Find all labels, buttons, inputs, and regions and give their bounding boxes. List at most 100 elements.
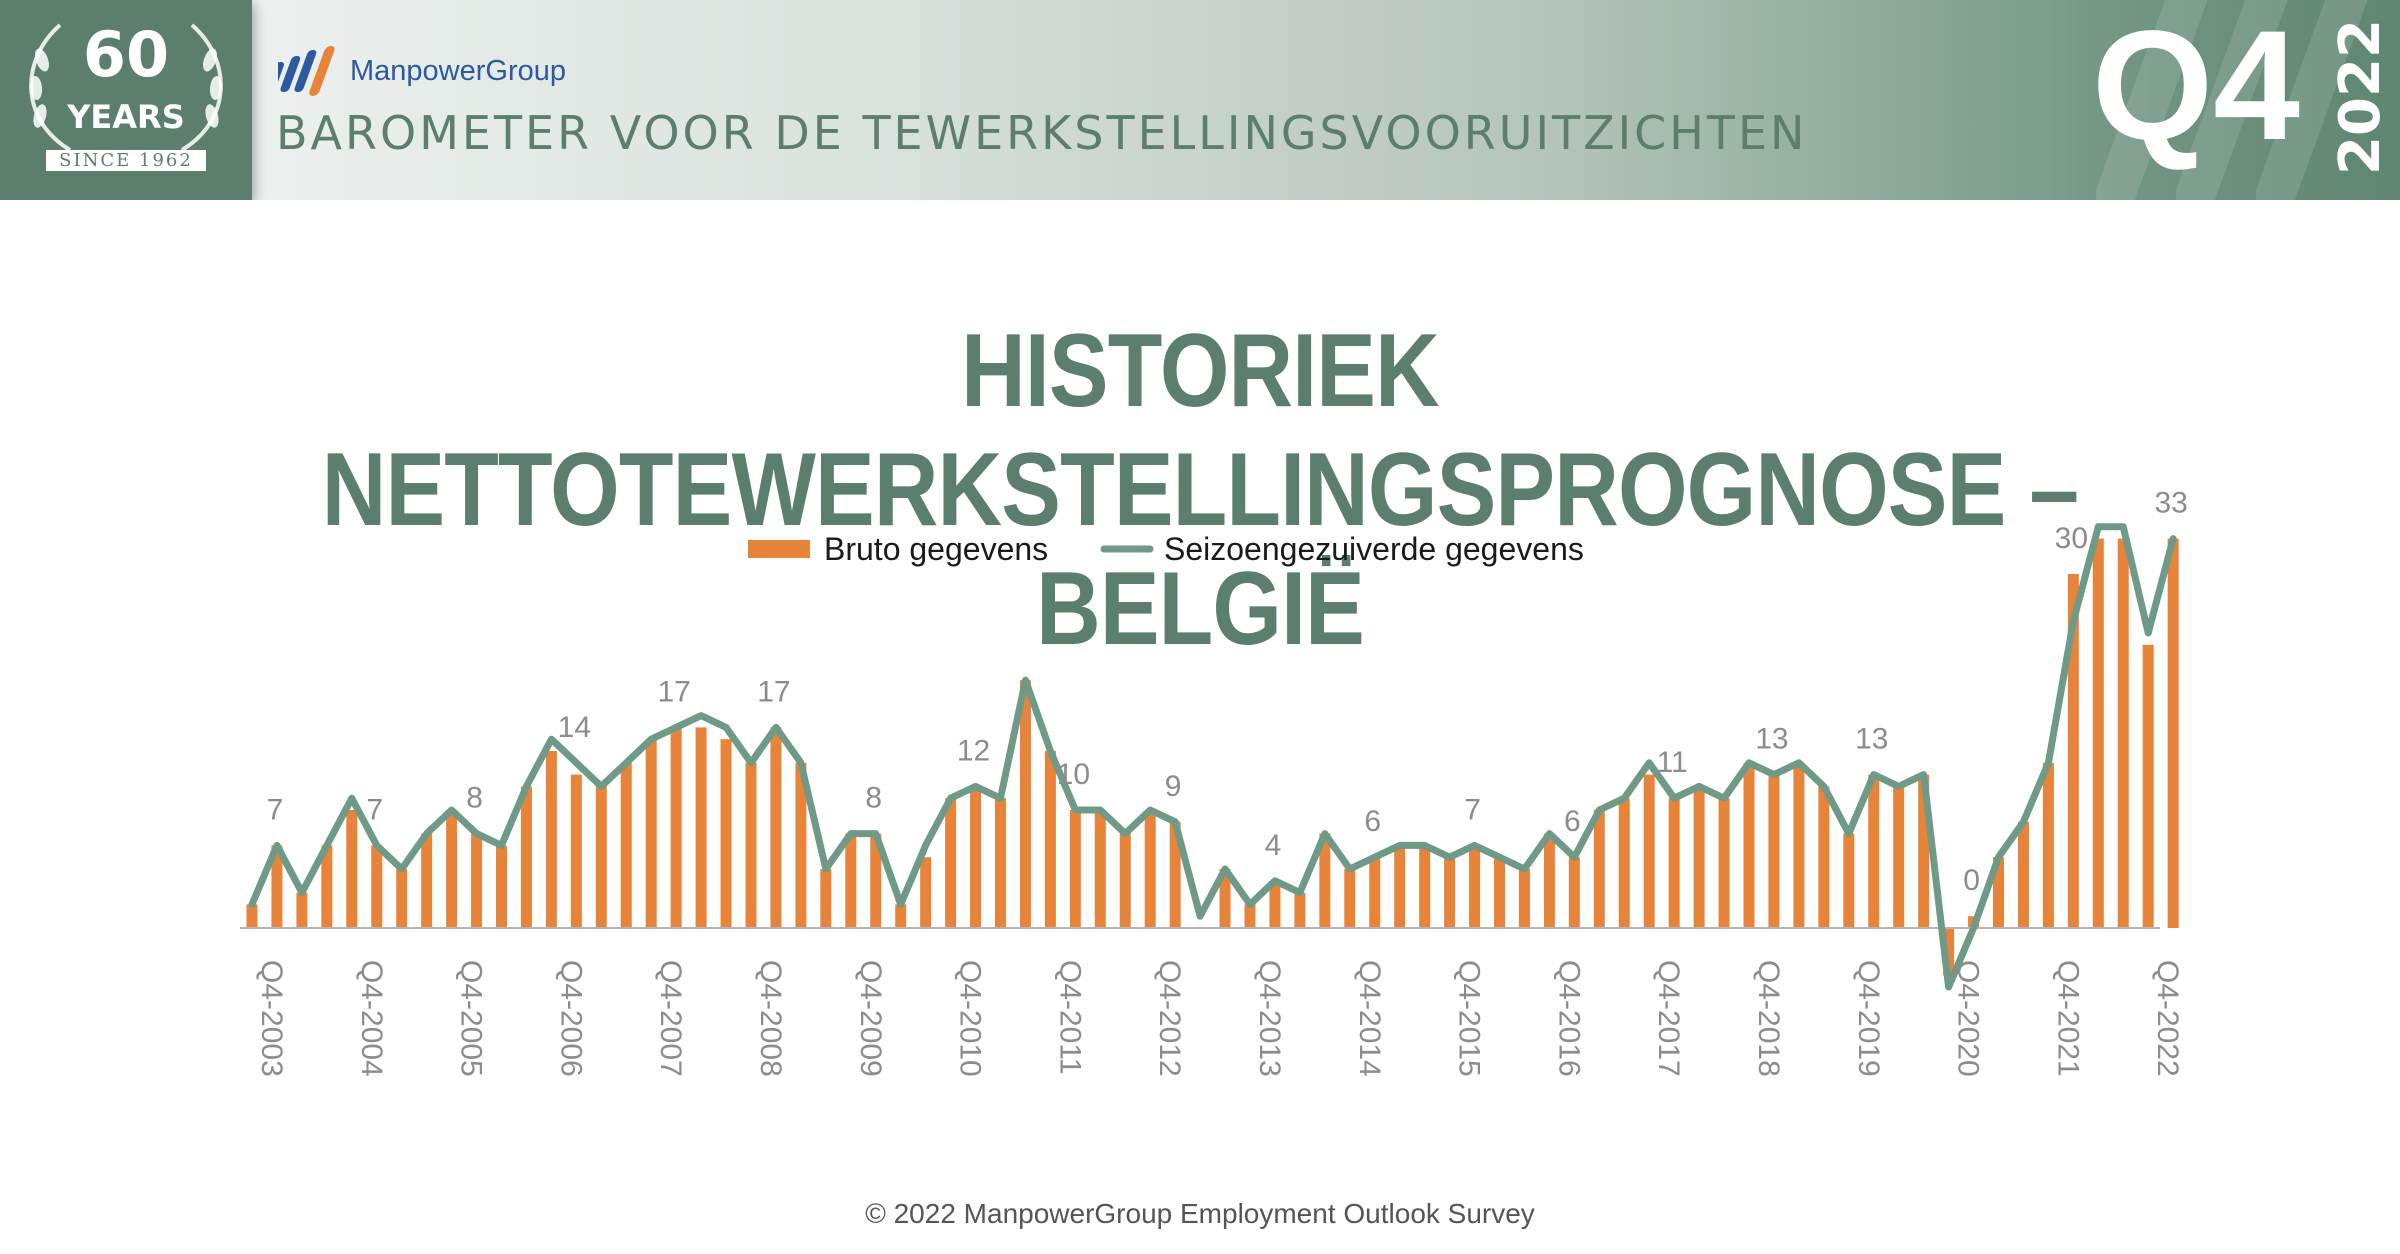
x-tick-label: Q4-2009 bbox=[854, 960, 887, 1077]
x-tick-label: Q4-2014 bbox=[1353, 960, 1386, 1077]
employment-outlook-chart: Bruto gegevens Seizoengezuiverde gegeven… bbox=[240, 487, 2188, 1077]
bar-raw bbox=[1743, 762, 1755, 928]
bar-raw bbox=[2067, 574, 2079, 928]
data-label: 4 bbox=[1265, 829, 1282, 862]
bar-raw bbox=[520, 786, 532, 928]
bar-raw bbox=[995, 798, 1006, 928]
x-tick-label: Q4-2012 bbox=[1153, 960, 1186, 1077]
bar-raw bbox=[1868, 774, 1880, 928]
badge-number: 60 bbox=[82, 18, 170, 91]
bar-raw bbox=[1019, 680, 1031, 928]
x-tick-label: Q4-2007 bbox=[654, 960, 687, 1077]
quarter-label: Q4 bbox=[2091, 0, 2300, 173]
x-tick-label: Q4-2003 bbox=[255, 960, 288, 1077]
bar-raw bbox=[670, 727, 682, 928]
x-tick-label: Q4-2008 bbox=[754, 960, 787, 1077]
badge-years-label: YEARS bbox=[67, 98, 185, 136]
bar-raw bbox=[346, 810, 358, 928]
data-label: 13 bbox=[1855, 723, 1888, 756]
legend-swatch-raw bbox=[748, 540, 810, 558]
bar-raw bbox=[1044, 751, 1056, 928]
bar-raw bbox=[1568, 857, 1580, 928]
bar-raw bbox=[421, 833, 433, 928]
bar-raw bbox=[1494, 857, 1505, 928]
chart-legend: Bruto gegevens Seizoengezuiverde gegeven… bbox=[748, 531, 1584, 567]
x-tick-label: Q4-2019 bbox=[1852, 960, 1885, 1077]
bar-raw bbox=[1319, 833, 1331, 928]
bar-raw bbox=[1369, 857, 1381, 928]
x-tick-label: Q4-2011 bbox=[1053, 960, 1086, 1075]
bar-raw bbox=[246, 904, 258, 928]
manpowergroup-logo-icon bbox=[278, 46, 335, 96]
data-label: 0 bbox=[1963, 864, 1980, 897]
bar-raw bbox=[1219, 869, 1231, 928]
bar-raw bbox=[1543, 833, 1555, 928]
bar-raw bbox=[920, 857, 932, 928]
bar-raw bbox=[2092, 538, 2104, 928]
bar-raw bbox=[2017, 821, 2029, 928]
x-tick-label: Q4-2021 bbox=[2051, 960, 2084, 1077]
bar-raw bbox=[1693, 786, 1705, 928]
bar-raw bbox=[770, 727, 782, 928]
bar-raw bbox=[1918, 774, 1930, 928]
data-label: 33 bbox=[2154, 487, 2187, 520]
bar-raw bbox=[1843, 833, 1855, 928]
bar-raw bbox=[1169, 821, 1181, 928]
bar-raw bbox=[945, 798, 957, 928]
bar-raw bbox=[321, 845, 333, 928]
bar-raw bbox=[471, 833, 483, 928]
x-tick-label: Q4-2018 bbox=[1752, 960, 1785, 1077]
laurel-wreath-icon bbox=[29, 23, 223, 152]
data-label: 6 bbox=[1564, 805, 1581, 838]
bar-raw bbox=[1718, 798, 1730, 928]
bar-raw bbox=[1518, 869, 1530, 928]
data-label: 6 bbox=[1364, 805, 1381, 838]
bar-raw bbox=[271, 845, 283, 928]
bar-raw bbox=[1269, 880, 1281, 928]
x-tick-label: Q4-2013 bbox=[1253, 960, 1286, 1077]
bar-raw bbox=[296, 892, 308, 928]
x-tick-label: Q4-2005 bbox=[455, 960, 488, 1077]
brand-name: ManpowerGroup bbox=[350, 55, 566, 87]
bar-raw bbox=[1069, 810, 1081, 928]
bar-raw bbox=[1119, 833, 1131, 928]
bar-raw bbox=[1893, 786, 1905, 928]
bar-raw bbox=[2142, 644, 2154, 928]
data-label: 11 bbox=[1657, 746, 1688, 779]
x-tick-label: Q4-2010 bbox=[954, 960, 987, 1077]
data-label: 7 bbox=[267, 793, 284, 826]
bar-raw bbox=[1793, 762, 1805, 928]
bar-raw bbox=[570, 774, 582, 928]
bar-raw bbox=[1668, 798, 1680, 928]
legend-label-raw: Bruto gegevens bbox=[824, 531, 1048, 567]
data-label: 13 bbox=[1755, 723, 1788, 756]
decorative-stripes bbox=[2095, 0, 2372, 200]
bar-raw bbox=[496, 845, 507, 928]
bar-raw bbox=[745, 762, 757, 928]
bar-raw bbox=[895, 904, 907, 928]
bar-raw bbox=[645, 739, 657, 928]
bar-raw bbox=[1294, 892, 1306, 928]
bar-raw bbox=[1419, 845, 1431, 928]
bar-raw bbox=[1144, 810, 1156, 928]
data-label: 8 bbox=[865, 782, 882, 815]
bar-raw bbox=[720, 739, 732, 928]
bar-raw bbox=[820, 869, 832, 928]
year-label: 2022 bbox=[2328, 19, 2393, 175]
copyright-footer: © 2022 ManpowerGroup Employment Outlook … bbox=[865, 1198, 1535, 1229]
x-tick-label: Q4-2022 bbox=[2151, 960, 2184, 1077]
bar-raw bbox=[446, 810, 458, 928]
bar-raw bbox=[595, 786, 607, 928]
x-tick-label: Q4-2004 bbox=[355, 960, 388, 1077]
bar-raw bbox=[1618, 798, 1630, 928]
seasonally-adjusted-line bbox=[248, 523, 2177, 991]
bar-raw bbox=[2042, 762, 2054, 928]
bar-raw bbox=[695, 727, 707, 928]
bar-raw bbox=[1444, 857, 1456, 928]
bar-raw bbox=[1469, 845, 1481, 928]
data-label: 30 bbox=[2055, 522, 2088, 555]
x-tick-label: Q4-2016 bbox=[1552, 960, 1585, 1077]
data-label: 14 bbox=[558, 711, 591, 744]
bar-raw bbox=[1094, 810, 1106, 928]
report-subtitle: BAROMETER VOOR DE TEWERKSTELLINGSVOORUIT… bbox=[276, 106, 1808, 160]
